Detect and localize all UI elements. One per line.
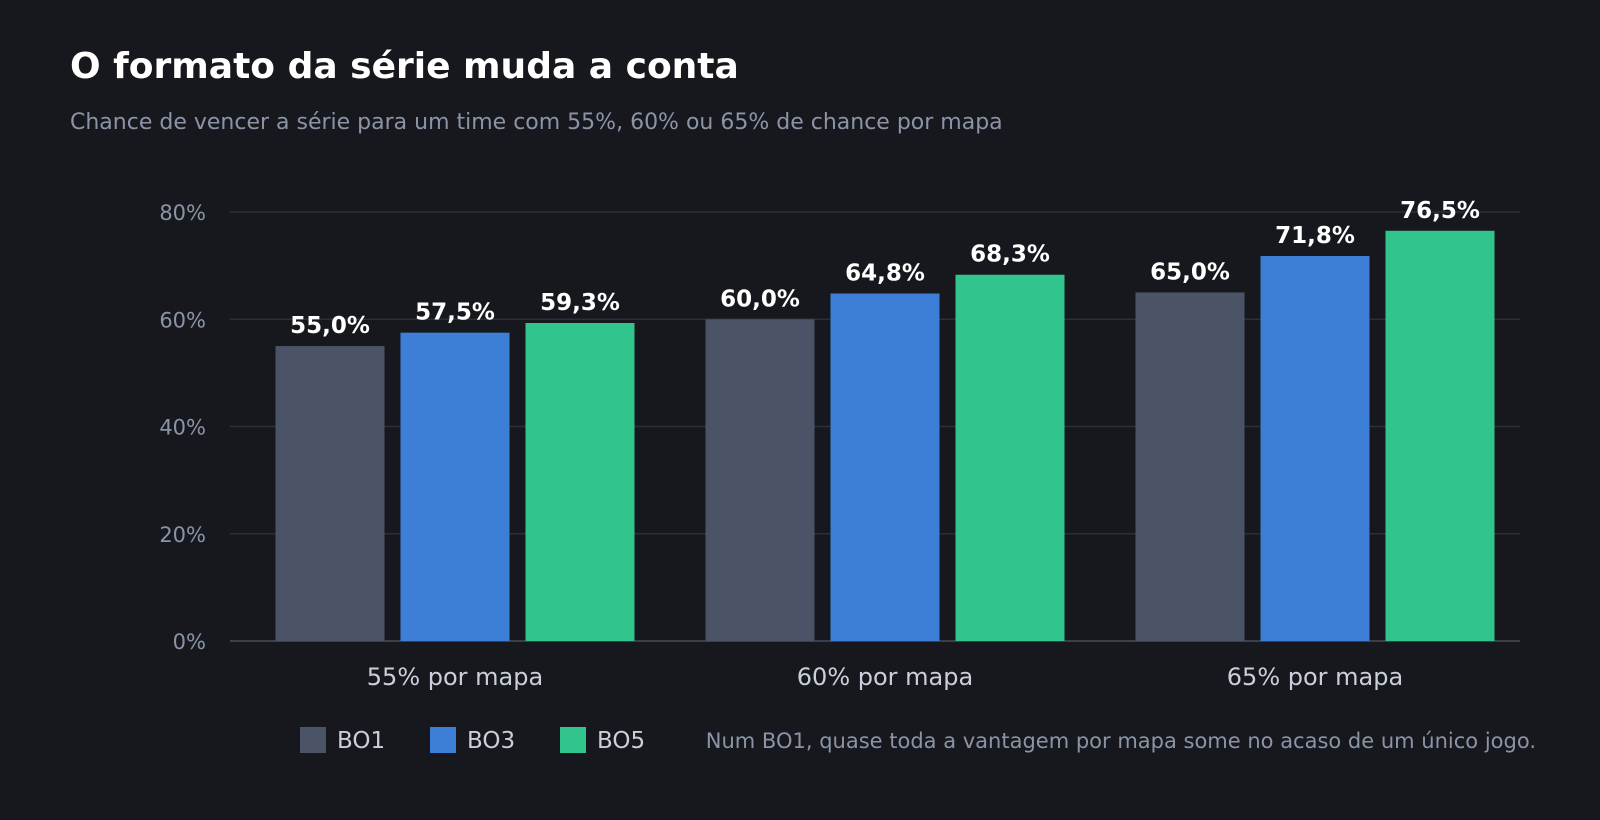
data-label: 65,0% <box>1150 259 1230 285</box>
bar-bo1 <box>1135 292 1245 641</box>
legend-label: BO5 <box>597 728 645 754</box>
bar-bo1 <box>705 319 815 641</box>
x-category-label: 65% por mapa <box>1227 663 1403 691</box>
legend-swatch-bo3 <box>430 727 456 753</box>
data-label: 71,8% <box>1275 223 1355 249</box>
data-label: 57,5% <box>415 300 495 326</box>
bar-bo5 <box>955 274 1065 641</box>
bar-bo1 <box>275 346 385 641</box>
y-tick-label: 80% <box>159 201 206 225</box>
legend-swatch-bo5 <box>560 727 586 753</box>
chart-subtitle: Chance de vencer a série para um time co… <box>70 110 1003 135</box>
chart-title: O formato da série muda a conta <box>70 46 739 87</box>
data-label: 59,3% <box>540 290 620 316</box>
y-tick-label: 40% <box>159 416 206 440</box>
bar-bo3 <box>400 332 510 641</box>
bar-bo5 <box>1385 230 1495 642</box>
legend-label: BO1 <box>337 728 385 754</box>
bar-bo3 <box>830 293 940 641</box>
legend-label: BO3 <box>467 728 515 754</box>
data-label: 60,0% <box>720 286 800 312</box>
y-tick-label: 0% <box>173 630 206 654</box>
x-category-label: 55% por mapa <box>367 663 543 691</box>
chart-note: Num BO1, quase toda a vantagem por mapa … <box>706 729 1536 753</box>
data-label: 76,5% <box>1400 198 1480 224</box>
bar-bo5 <box>525 323 635 641</box>
data-label: 55,0% <box>290 313 370 339</box>
y-tick-label: 20% <box>159 523 206 547</box>
data-label: 64,8% <box>845 261 925 287</box>
data-label: 68,3% <box>970 242 1050 268</box>
legend-swatch-bo1 <box>300 727 326 753</box>
x-category-label: 60% por mapa <box>797 663 973 691</box>
y-tick-label: 60% <box>159 308 206 332</box>
bar-bo3 <box>1260 255 1370 641</box>
